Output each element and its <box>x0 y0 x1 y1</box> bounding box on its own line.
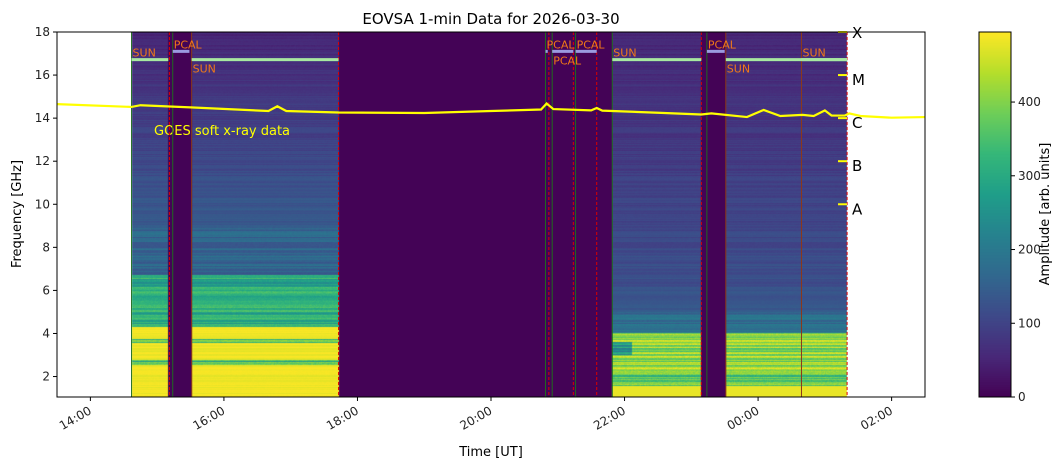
scan-label-pcal: PCAL <box>553 54 582 67</box>
colorbar-tick-label: 200 <box>1018 243 1041 257</box>
scan-label-sun: SUN <box>613 47 636 60</box>
x-tick-label: 02:00 <box>858 403 895 432</box>
x-tick-label: 20:00 <box>458 403 495 432</box>
x-tick-label: 18:00 <box>324 403 361 432</box>
colorbar-tick-label: 0 <box>1018 390 1026 404</box>
scan-label-sun: SUN <box>727 63 750 76</box>
y-axis-label: Frequency [GHz] <box>10 160 25 268</box>
scan-label-pcal: PCAL <box>708 38 737 51</box>
y-tick-label: 2 <box>42 370 50 384</box>
goes-label: GOES soft x-ray data <box>154 124 290 139</box>
y-tick-label: 4 <box>42 326 50 340</box>
goes-xray-line <box>56 101 926 119</box>
x-tick-label: 00:00 <box>725 403 762 432</box>
plot-frame <box>56 31 926 398</box>
y-tick-label: 18 <box>35 25 50 39</box>
y-tick-label: 10 <box>35 197 50 211</box>
colorbar-gradient <box>979 32 1011 397</box>
colorbar-tick-label: 300 <box>1018 169 1041 183</box>
colorbar-tick-label: 100 <box>1018 316 1041 330</box>
colorbar-frame <box>978 31 1012 398</box>
goes-class-label: M <box>852 71 865 89</box>
y-tick-label: 6 <box>42 283 50 297</box>
scan-label-sun: SUN <box>133 47 156 60</box>
y-tick-label: 14 <box>35 111 50 125</box>
x-axis-label: Time [UT] <box>458 445 523 460</box>
scan-label-pcal: PCAL <box>577 38 606 51</box>
goes-class-label: C <box>852 114 862 132</box>
goes-class-label: A <box>852 200 863 218</box>
goes-class-label: X <box>852 24 862 42</box>
x-tick-label: 22:00 <box>591 403 628 432</box>
scan-label-sun: SUN <box>802 47 825 60</box>
colorbar-tick-label: 400 <box>1018 95 1041 109</box>
x-tick-label: 16:00 <box>190 403 227 432</box>
chart-title: EOVSA 1-min Data for 2026-03-30 <box>362 10 619 28</box>
goes-class-label: B <box>852 157 862 175</box>
y-tick-label: 12 <box>35 154 50 168</box>
x-tick-label: 14:00 <box>57 403 94 432</box>
colorbar-label: Amplitude [arb. units] <box>1038 143 1053 286</box>
scan-label-sun: SUN <box>193 63 216 76</box>
spectrogram-heatmap <box>57 32 925 397</box>
scan-label-pcal: PCAL <box>547 38 576 51</box>
y-tick-label: 16 <box>35 68 50 82</box>
scan-label-pcal: PCAL <box>174 38 203 51</box>
y-tick-label: 8 <box>42 240 50 254</box>
